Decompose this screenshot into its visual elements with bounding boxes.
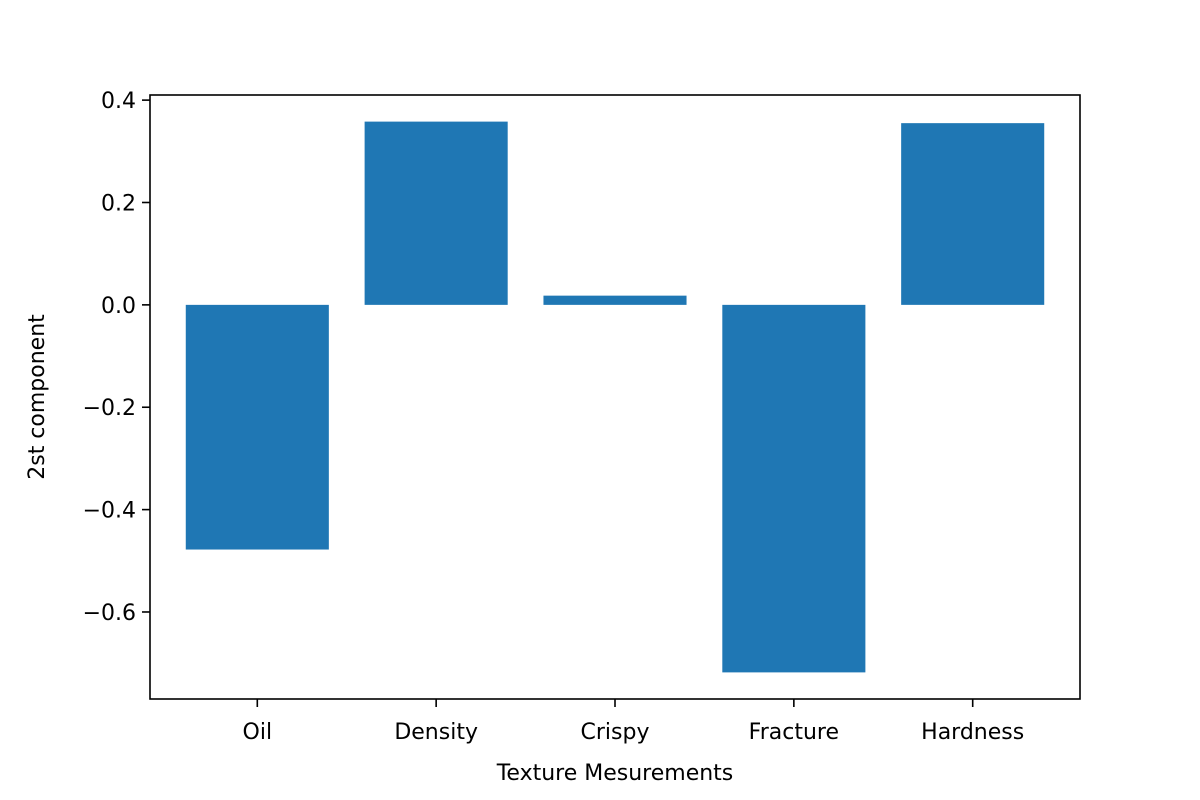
bars-layer <box>185 121 1045 673</box>
x-tick-label: Density <box>394 720 478 745</box>
bar-oil <box>185 304 329 550</box>
bar-density <box>364 121 508 305</box>
x-tick-label: Crispy <box>581 720 650 745</box>
y-axis-label: 2st component <box>25 314 50 480</box>
bar-hardness <box>901 123 1045 305</box>
bar-crispy <box>543 295 687 305</box>
y-tick-label: 0.4 <box>101 89 136 114</box>
y-tick-label: −0.2 <box>83 396 136 421</box>
y-tick-label: 0.0 <box>101 294 136 319</box>
bar-fracture <box>722 304 866 673</box>
y-tick-label: −0.6 <box>83 601 136 626</box>
x-tick-label: Oil <box>243 720 273 745</box>
x-tick-label: Fracture <box>749 720 839 745</box>
y-axis: −0.6 −0.4 −0.2 0.0 0.2 0.4 <box>83 89 150 626</box>
y-tick-label: −0.4 <box>83 499 136 524</box>
x-axis: Oil Density Crispy Fracture Hardness <box>243 699 1024 745</box>
x-tick-label: Hardness <box>921 720 1024 745</box>
x-axis-label: Texture Mesurements <box>496 761 734 786</box>
y-tick-label: 0.2 <box>101 191 136 216</box>
